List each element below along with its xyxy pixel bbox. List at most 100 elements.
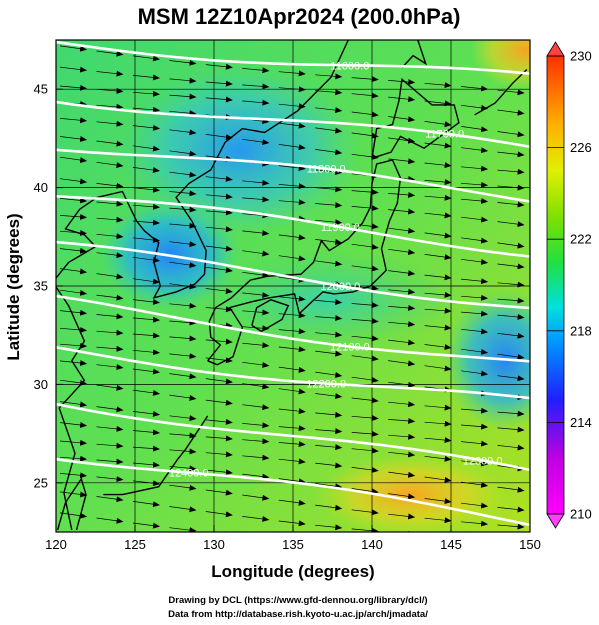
wind-vector	[278, 234, 306, 241]
wind-vector	[424, 82, 452, 89]
wind-vector	[315, 350, 343, 357]
wind-vector	[169, 206, 197, 213]
height-contours	[56, 40, 530, 527]
wind-vector	[461, 502, 489, 509]
wind-vector	[205, 80, 233, 87]
wind-vector	[205, 399, 233, 406]
wind-vector	[59, 472, 88, 479]
wind-vector	[315, 462, 343, 469]
wind-vector	[461, 165, 489, 172]
wind-vector	[315, 73, 343, 80]
wind-vector	[388, 493, 416, 500]
wind-vector	[59, 156, 88, 164]
wind-vector	[59, 268, 88, 275]
wind-vector	[59, 247, 88, 254]
wind-vector	[388, 417, 416, 424]
wind-vector	[315, 149, 343, 156]
wind-vector	[132, 236, 160, 243]
wind-vector	[461, 481, 489, 488]
wind-vector	[315, 331, 343, 338]
wind-vector	[351, 111, 379, 118]
wind-vector	[169, 465, 197, 472]
wind-vector	[242, 536, 268, 539]
wind-vector	[96, 476, 124, 483]
x-tick-label: 125	[124, 537, 146, 552]
wind-vector	[424, 100, 452, 107]
wind-vector	[315, 444, 343, 451]
wind-vector	[388, 288, 416, 295]
wind-vector	[59, 401, 88, 408]
colorbar-tick-label: 218	[570, 323, 592, 338]
wind-vector	[205, 209, 233, 216]
wind-vector	[242, 271, 270, 278]
height-contour-line	[56, 294, 530, 363]
wind-vector	[96, 140, 124, 147]
wind-vector	[96, 329, 124, 336]
wind-vector	[59, 309, 88, 316]
wind-vector	[59, 342, 88, 349]
warm-core-northeast	[470, 40, 530, 90]
height-contour-line	[56, 40, 530, 75]
y-tick-label: 40	[34, 180, 48, 195]
wind-vector	[132, 332, 160, 339]
wind-vector	[132, 368, 160, 375]
wind-vector	[388, 79, 416, 86]
wind-vector	[315, 299, 343, 306]
wind-vector	[497, 332, 525, 339]
wind-vector	[132, 501, 160, 508]
wind-vector	[315, 202, 343, 209]
wind-vector	[424, 498, 452, 505]
y-tick-label: 45	[34, 82, 48, 97]
wind-vector	[169, 415, 197, 422]
wind-vector	[497, 444, 525, 451]
wind-vector	[424, 307, 452, 314]
wind-vector	[461, 520, 489, 527]
wind-vector	[388, 360, 416, 367]
wind-vector	[59, 439, 88, 446]
wind-vector	[424, 212, 452, 219]
credit-dcl: Drawing by DCL (https://www.gfd-dennou.o…	[168, 595, 427, 606]
wind-vector	[351, 223, 379, 230]
x-axis-label: Longitude (degrees)	[211, 562, 374, 581]
wind-vector	[497, 263, 525, 270]
wind-vector	[169, 484, 197, 491]
wind-vector	[497, 486, 525, 493]
wind-vector	[497, 151, 525, 158]
wind-vector	[96, 496, 124, 503]
wind-vector	[315, 411, 343, 418]
wind-vector	[497, 353, 525, 360]
wind-vector	[351, 430, 379, 437]
wind-vector	[351, 397, 379, 404]
wind-vector	[461, 370, 489, 377]
wind-vector	[132, 203, 160, 210]
wind-vector	[497, 426, 525, 433]
wind-vector	[315, 127, 343, 134]
wind-vector	[169, 222, 197, 229]
wind-vector	[96, 294, 124, 301]
wind-vector	[278, 144, 306, 151]
wind-vector	[242, 138, 270, 146]
wind-vector	[132, 124, 160, 131]
colorbar-body	[546, 55, 565, 515]
wind-vector	[424, 121, 452, 128]
wind-vector	[96, 458, 124, 465]
wind-vector	[59, 455, 88, 462]
wind-vector	[497, 375, 525, 382]
wind-vector	[315, 239, 343, 245]
colorbar: 210 214 218 222 226 230	[546, 41, 592, 529]
wind-vector	[351, 265, 379, 272]
wind-vector	[59, 84, 88, 91]
wind-vector	[59, 326, 88, 333]
y-tick-label: 25	[34, 475, 48, 490]
y-axis-ticks: 25 30 35 40 45	[34, 82, 63, 490]
height-contour-label: 11800.0	[307, 164, 346, 176]
wind-vector	[242, 454, 270, 461]
wind-vector	[96, 273, 124, 280]
wind-vector	[169, 129, 197, 136]
wind-vector	[169, 110, 197, 117]
colorbar-top-arrow	[546, 41, 565, 57]
teal-band	[200, 250, 460, 350]
wind-vector	[59, 197, 88, 204]
wind-vector	[497, 89, 525, 96]
wind-vector	[424, 517, 452, 524]
